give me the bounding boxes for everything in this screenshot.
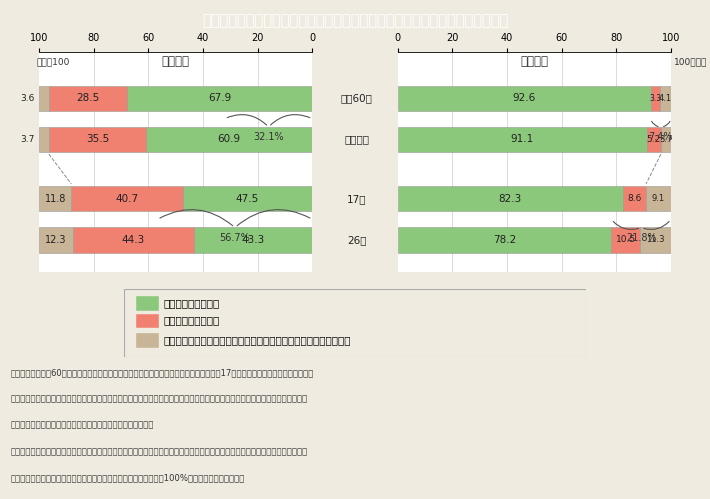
Bar (73, 228, 194, 252)
Bar (39, 228, 73, 252)
Text: 47.5: 47.5 (236, 194, 259, 204)
Text: ＜男性＞: ＜男性＞ (520, 55, 548, 68)
Text: 12.3: 12.3 (45, 235, 67, 245)
Text: 44.3: 44.3 (122, 235, 145, 245)
Text: ＜女性＞: ＜女性＞ (162, 55, 190, 68)
Text: 7.4%: 7.4% (649, 132, 673, 142)
Text: ２．「正規の職員・従業員」と「非正規の職員・従業員（パート・アルバイト及びその他）」の合計値に対する割合。な: ２．「正規の職員・従業員」と「非正規の職員・従業員（パート・アルバイト及びその他… (11, 447, 308, 456)
Text: 昭和60年: 昭和60年 (341, 93, 373, 103)
Bar (136, 333, 158, 347)
Bar (647, 127, 661, 152)
Bar (623, 186, 646, 212)
Text: 11.3: 11.3 (646, 236, 665, 245)
Bar (49, 85, 127, 111)
Text: 集計）」（年平均）より作成。「労働力調査特別調査」と「労働力調査（詳細集計）」とでは，調査方法，調査月等が: 集計）」（年平均）より作成。「労働力調査特別調査」と「労働力調査（詳細集計）」と… (11, 395, 308, 404)
Text: 3.7: 3.7 (21, 135, 35, 144)
Text: 100（％）: 100（％） (674, 57, 707, 66)
Text: 9.1: 9.1 (652, 194, 665, 203)
Bar (182, 186, 312, 212)
Bar (127, 85, 312, 111)
Text: 3.3: 3.3 (649, 94, 661, 103)
Bar (398, 186, 623, 212)
Text: その他（労働者派遣事業所の派遣社員，契約社員・嘱託，その他）: その他（労働者派遣事業所の派遣社員，契約社員・嘱託，その他） (163, 335, 351, 345)
Text: 4.1: 4.1 (659, 94, 672, 103)
Text: 67.9: 67.9 (208, 93, 231, 103)
Bar (136, 314, 158, 327)
Text: 56.7%: 56.7% (219, 233, 251, 243)
Text: 21.8%: 21.8% (626, 233, 657, 243)
Bar (71, 186, 182, 212)
Text: 40.7: 40.7 (115, 194, 138, 204)
Text: 82.3: 82.3 (498, 194, 522, 204)
Text: 35.5: 35.5 (86, 134, 109, 144)
Text: 32.1%: 32.1% (253, 132, 284, 142)
Text: Ｉ－２－６図　雇用者（役員を除く）の雇用形態別構成割合の推移（男女別）: Ｉ－２－６図 雇用者（役員を除く）の雇用形態別構成割合の推移（男女別） (202, 13, 508, 28)
Text: 3.7: 3.7 (659, 135, 672, 144)
Bar (640, 228, 671, 252)
Bar (49, 127, 146, 152)
Text: 43.3: 43.3 (241, 235, 265, 245)
Text: 11.8: 11.8 (45, 194, 66, 204)
Text: 相違することから，時系列比較には注意を要する。: 相違することから，時系列比較には注意を要する。 (11, 421, 154, 430)
Text: 60.9: 60.9 (217, 134, 241, 144)
Text: 5.2: 5.2 (647, 135, 661, 144)
Bar (39, 85, 49, 111)
Text: 78.2: 78.2 (493, 235, 516, 245)
Text: 26年: 26年 (347, 235, 366, 245)
Text: パート・アルバイト: パート・アルバイト (163, 315, 219, 325)
Text: 3.6: 3.6 (21, 94, 35, 103)
Bar (660, 85, 671, 111)
Text: 平成７年: 平成７年 (344, 134, 369, 144)
Text: 28.5: 28.5 (76, 93, 99, 103)
Bar (39, 127, 49, 152)
Bar (646, 186, 671, 212)
Bar (136, 296, 158, 309)
Bar (651, 85, 660, 111)
Text: （備考）１．昭和60年と平成７年は，総務庁「労働力調査特別調査」（各年２月）より，17年以降は総務省「労働力調査（詳細: （備考）１．昭和60年と平成７年は，総務庁「労働力調査特別調査」（各年２月）より… (11, 368, 314, 377)
Bar (611, 228, 640, 252)
Bar (146, 127, 312, 152)
Bar (661, 127, 671, 152)
Bar (39, 186, 71, 212)
Text: 8.6: 8.6 (627, 194, 642, 203)
Bar (398, 228, 611, 252)
Text: 正規の職員・従業員: 正規の職員・従業員 (163, 298, 219, 308)
Bar (194, 228, 312, 252)
Text: 92.6: 92.6 (513, 93, 536, 103)
Bar (398, 85, 651, 111)
Bar (398, 127, 647, 152)
Text: （％）100: （％）100 (36, 57, 70, 66)
Text: 91.1: 91.1 (510, 134, 534, 144)
Text: 10.5: 10.5 (616, 236, 635, 245)
Text: お，小数点第二位を四捨五入しているため，内訳の計が100%とならないことがある。: お，小数点第二位を四捨五入しているため，内訳の計が100%とならないことがある。 (11, 474, 245, 483)
Text: 17年: 17年 (347, 194, 366, 204)
